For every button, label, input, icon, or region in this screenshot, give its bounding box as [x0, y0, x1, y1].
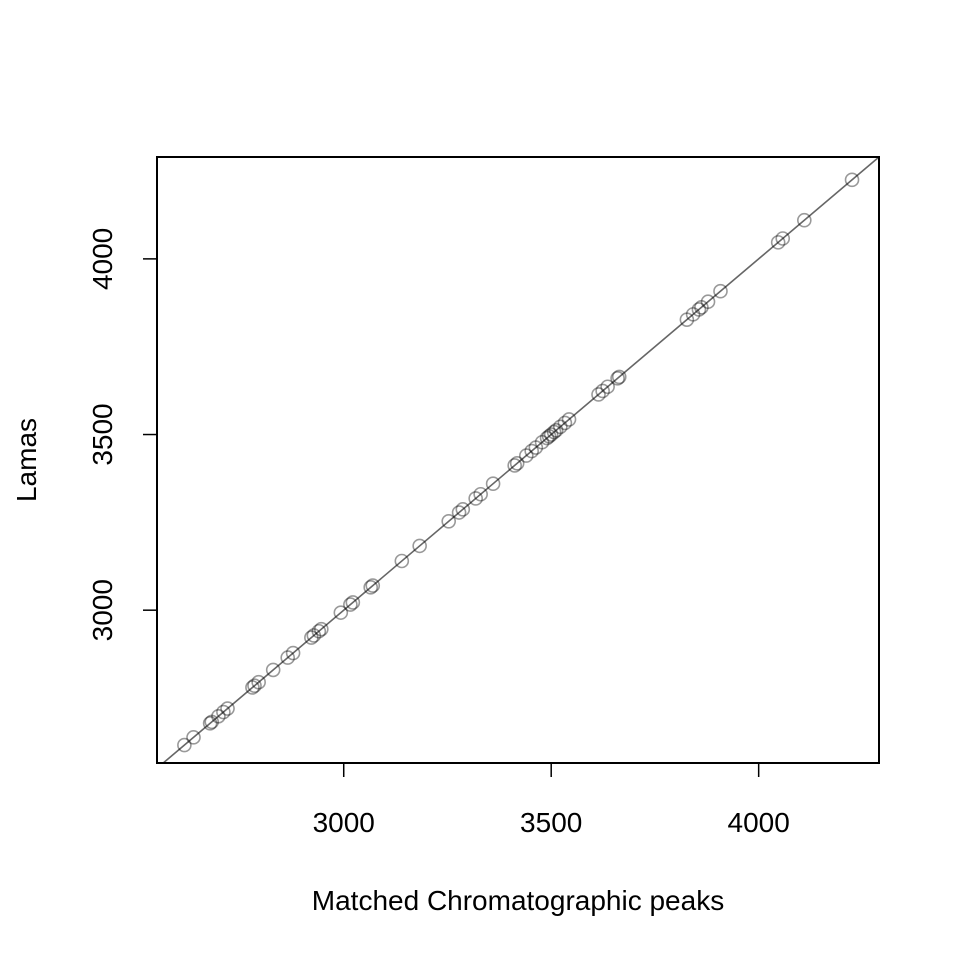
data-point	[557, 415, 573, 431]
data-point	[770, 235, 786, 250]
y-tick-label: 4000	[87, 228, 118, 290]
data-point	[202, 716, 218, 731]
data-point	[797, 212, 812, 228]
data-point	[679, 312, 695, 327]
data-point	[775, 231, 791, 246]
data-point	[306, 628, 322, 643]
data-point	[204, 714, 220, 730]
reference-line-layer	[162, 156, 880, 764]
x-axis: 3000 3500 4000	[313, 762, 790, 838]
data-point	[285, 645, 301, 661]
data-point	[345, 595, 361, 610]
data-point	[548, 423, 564, 438]
data-point	[610, 371, 625, 386]
data-point	[600, 379, 615, 395]
x-tick-label: 3000	[313, 807, 375, 838]
points-layer	[177, 172, 860, 753]
data-point	[245, 680, 260, 695]
data-point	[539, 430, 555, 446]
data-point	[611, 369, 627, 385]
data-point	[304, 630, 319, 645]
data-point	[591, 387, 606, 402]
data-point	[561, 412, 577, 427]
y-axis-label: Lamas	[11, 418, 42, 502]
data-point	[473, 486, 488, 502]
data-point	[311, 623, 327, 639]
data-point	[280, 650, 296, 665]
data-point	[691, 302, 707, 317]
data-point	[220, 701, 235, 716]
data-point	[265, 662, 281, 678]
data-point	[518, 448, 534, 463]
x-tick-label: 3500	[520, 807, 582, 838]
data-point	[694, 300, 709, 315]
data-point	[394, 553, 410, 569]
data-point	[485, 476, 501, 492]
data-point	[595, 383, 610, 399]
data-point	[546, 424, 562, 440]
data-point	[455, 502, 471, 517]
data-point	[251, 674, 266, 690]
data-point	[343, 597, 358, 612]
data-point	[216, 704, 231, 720]
data-point	[363, 580, 378, 595]
data-point	[509, 456, 525, 471]
data-point	[507, 458, 522, 473]
data-point	[412, 538, 427, 554]
y-tick-label: 3500	[87, 403, 118, 465]
data-point	[468, 491, 483, 506]
data-point	[685, 307, 701, 322]
data-point	[365, 578, 381, 593]
data-point	[534, 434, 550, 450]
data-point	[543, 427, 559, 442]
data-point	[333, 605, 349, 620]
data-point	[247, 678, 262, 694]
data-point	[553, 419, 568, 435]
x-tick-label: 4000	[728, 807, 790, 838]
x-axis-label: Matched Chromatographic peaks	[312, 885, 724, 916]
reference-line	[162, 156, 880, 764]
data-point	[713, 283, 728, 299]
data-point	[844, 172, 860, 188]
data-point	[186, 730, 201, 745]
data-point	[314, 621, 329, 637]
y-tick-label: 3000	[87, 579, 118, 641]
data-point	[528, 440, 544, 455]
data-point	[451, 505, 467, 520]
data-point	[524, 443, 539, 459]
data-point	[700, 294, 716, 310]
data-point	[441, 514, 457, 529]
data-point	[211, 708, 226, 724]
data-point	[177, 737, 192, 753]
data-point	[541, 428, 557, 444]
y-axis: 3000 3500 4000	[87, 228, 158, 641]
